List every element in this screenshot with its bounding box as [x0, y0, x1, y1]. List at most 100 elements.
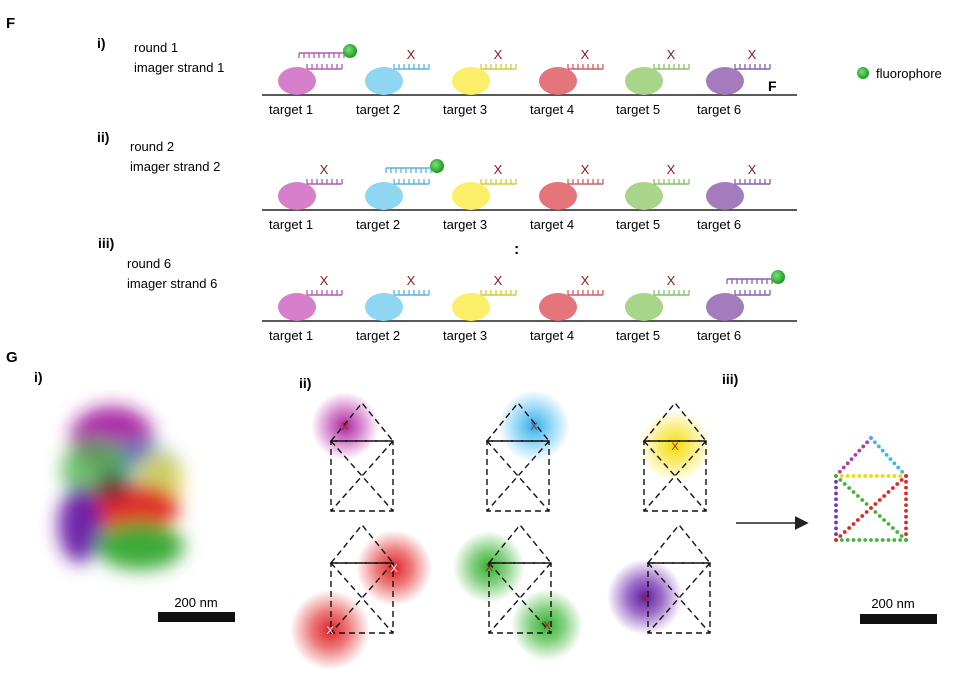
- house-panel-5: XX: [453, 523, 583, 661]
- docking-strand: [306, 290, 343, 296]
- target-antibody-shape: [365, 293, 403, 321]
- docking-strand: [480, 179, 517, 185]
- target-antibody-shape: [278, 182, 316, 210]
- panel-f-label: F: [6, 15, 15, 32]
- docking-strand: [393, 179, 430, 185]
- docking-strand: [480, 290, 517, 296]
- house-wireframe: [487, 523, 553, 634]
- house-wireframe: [329, 523, 395, 634]
- target-label: target 4: [530, 217, 574, 232]
- target-antibody-shape: [539, 182, 577, 210]
- target-antibody-shape: [539, 293, 577, 321]
- target-label: target 4: [530, 328, 574, 343]
- fluorophore-legend-label: fluorophore: [876, 66, 942, 81]
- target-label: target 5: [616, 102, 660, 117]
- fluorophore-icon: [771, 270, 785, 284]
- target-label: target 1: [269, 328, 313, 343]
- target-1: target 1: [269, 44, 357, 117]
- target-5: target 5 X: [616, 47, 690, 117]
- scale-bar-left: [158, 612, 235, 622]
- panel-g-sub-i: i): [34, 369, 43, 385]
- target-2: target 2: [356, 159, 444, 232]
- target-antibody-shape: [706, 182, 744, 210]
- target-antibody-shape: [452, 182, 490, 210]
- imager-strand: [385, 167, 432, 173]
- spot-center-mark: X: [390, 563, 398, 575]
- target-label: target 6: [697, 328, 741, 343]
- spot-center-mark: X: [671, 441, 679, 453]
- mismatch-mark: X: [320, 162, 329, 177]
- scale-bar-left-label: 200 nm: [174, 595, 217, 610]
- spot-center-mark: X: [341, 421, 349, 433]
- docking-strand: [567, 290, 604, 296]
- house-panel-4: XX: [290, 523, 432, 670]
- target-antibody-shape: [625, 67, 663, 95]
- mismatch-mark: X: [667, 162, 676, 177]
- spot-center-mark: X: [641, 592, 649, 604]
- mismatch-mark: X: [581, 162, 590, 177]
- spot-center-mark: X: [530, 421, 538, 433]
- imager-strand-label: imager strand 2: [130, 159, 220, 174]
- target-1: target 1 X: [269, 273, 343, 343]
- fluorophore-icon: [343, 44, 357, 58]
- target-1: target 1 X: [269, 162, 343, 232]
- target-antibody-shape: [278, 293, 316, 321]
- round-numeral: ii): [97, 129, 109, 145]
- floor-edge: [834, 538, 908, 542]
- target-3: target 3 X: [443, 273, 517, 343]
- house-wireframe: [485, 401, 551, 512]
- house-panel-2: X: [485, 390, 570, 512]
- target-label: target 5: [616, 217, 660, 232]
- round-row: iii) round 6 imager strand 6 target 1 Xtarge…: [98, 235, 797, 343]
- round-label: round 2: [130, 139, 174, 154]
- round-numeral: iii): [98, 235, 114, 251]
- left-wall-edge: [834, 474, 838, 542]
- localization-spot: [607, 559, 683, 635]
- roof-left-edge: [834, 436, 873, 478]
- target-label: target 4: [530, 102, 574, 117]
- right-wall-edge: [904, 474, 908, 542]
- roof-base-edge: [834, 474, 908, 478]
- target-label: target 2: [356, 217, 400, 232]
- target-5: target 5 X: [616, 162, 690, 232]
- docking-strand: [306, 64, 343, 70]
- target-antibody-shape: [706, 67, 744, 95]
- target-6: target 6: [697, 270, 785, 343]
- roof-right-edge: [869, 436, 908, 478]
- scale-bar-right: [860, 614, 937, 624]
- mismatch-mark: X: [748, 162, 757, 177]
- mismatch-mark: X: [581, 273, 590, 288]
- target-antibody-shape: [625, 182, 663, 210]
- docking-strand: [653, 64, 690, 70]
- target-label: target 2: [356, 102, 400, 117]
- spot-center-mark: X: [543, 620, 551, 632]
- target-5: target 5 X: [616, 273, 690, 343]
- target-antibody-shape: [452, 67, 490, 95]
- house-wireframe: [646, 523, 712, 634]
- diffraction-limited-composite: [58, 406, 184, 570]
- target-label: target 3: [443, 217, 487, 232]
- docking-strand: [734, 179, 771, 185]
- docking-strand: [480, 64, 517, 70]
- docking-strand: [393, 64, 430, 70]
- localization-spot: [290, 590, 370, 670]
- mismatch-mark: X: [667, 273, 676, 288]
- imager-strand-label: imager strand 6: [127, 276, 217, 291]
- target-2: target 2 X: [356, 273, 430, 343]
- target-6: target 6 X: [697, 47, 771, 117]
- target-antibody-shape: [706, 293, 744, 321]
- mismatch-mark: X: [667, 47, 676, 62]
- diagonal-down-edge: [834, 474, 908, 542]
- imager-strand: [298, 52, 345, 58]
- fluorophore-legend: fluorophore: [857, 66, 942, 81]
- mismatch-mark: X: [407, 47, 416, 62]
- diagonal-up-edge: [834, 474, 908, 542]
- docking-strand: [306, 179, 343, 185]
- target-label: target 1: [269, 102, 313, 117]
- target-2: target 2 X: [356, 47, 430, 117]
- spot-center-mark: X: [326, 625, 334, 637]
- round-label: round 1: [134, 40, 178, 55]
